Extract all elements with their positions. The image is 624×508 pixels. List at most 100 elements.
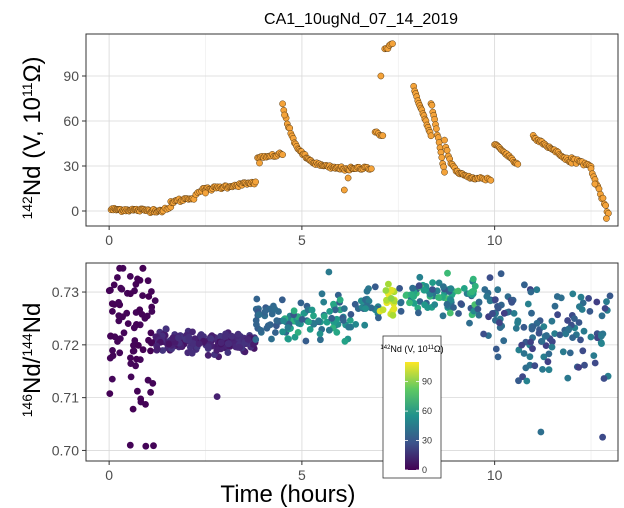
data-point [217,339,225,346]
data-point [169,334,177,341]
data-point [268,335,275,343]
legend-title-sup2: 11 [428,345,435,351]
data-point [544,358,552,366]
data-point [571,315,578,322]
data-point [110,281,118,289]
data-point [367,165,375,173]
data-point [252,178,259,186]
x-tick-label: 0 [105,467,113,483]
data-point [139,264,147,272]
data-point [415,309,422,317]
data-point [189,328,196,336]
data-point [593,298,601,306]
data-point [443,300,451,308]
data-point [528,309,535,317]
x-tick-label: 10 [487,232,503,248]
data-point [124,320,132,327]
data-point [512,324,520,332]
data-point [204,351,212,359]
data-point [207,335,215,343]
data-point [441,136,448,144]
data-point [136,276,144,284]
data-point [508,299,516,306]
data-point [347,311,355,318]
data-point [162,325,170,333]
data-point [213,346,221,354]
data-point [147,329,155,337]
data-point [416,273,424,281]
data-point [323,318,331,326]
data-point [520,350,528,357]
data-point [371,283,379,291]
data-point [126,441,134,449]
data-point [586,308,594,315]
data-point [202,189,209,197]
data-point [580,327,588,335]
data-point [603,215,610,222]
data-point [213,393,221,400]
legend-title-sup: 142 [380,345,391,351]
top-ylabel-sup: 142 [19,196,35,220]
y-tick-label: 60 [63,113,79,129]
data-point [389,311,397,319]
data-point [306,326,314,333]
data-point [310,312,317,320]
y-tick-label: 0.73 [52,284,79,300]
data-point [388,286,395,294]
data-point [540,323,548,330]
data-point [521,281,528,289]
data-point [496,319,503,327]
data-point [145,293,153,300]
data-point [253,295,261,303]
data-point [428,101,436,109]
data-point [524,300,532,308]
data-point [120,329,128,337]
data-point [579,347,587,355]
data-point [576,303,583,310]
data-point [591,359,599,367]
y-tick-label: 0.72 [52,337,79,353]
data-point [228,332,236,340]
legend-title-main: Nd (V, 10 [390,344,427,354]
data-point [390,305,398,313]
data-point [138,311,146,318]
data-point [224,349,232,356]
data-point [382,287,390,294]
data-point [144,277,152,285]
data-point [566,349,574,357]
data-point [497,270,505,278]
data-point [134,387,141,395]
data-point [234,330,242,338]
legend-title-end: Ω) [434,344,444,354]
data-point [514,160,522,168]
data-point [409,284,416,292]
data-point [109,308,116,315]
data-point [600,375,608,382]
data-point [340,186,348,194]
data-point [115,312,123,319]
legend-title: 142Nd (V, 1011Ω) [380,344,443,354]
data-point [346,317,354,324]
data-point [115,317,123,325]
data-point [302,337,310,345]
data-point [328,314,336,322]
data-point [474,305,482,313]
data-point [443,147,451,154]
data-point [480,330,487,338]
data-point [320,313,328,320]
data-point [271,305,279,313]
data-point [535,329,543,337]
data-point [475,311,483,319]
data-point [416,298,424,305]
data-point [551,330,559,337]
data-point [435,294,442,301]
data-point [520,323,528,331]
bottom-points [105,264,614,450]
data-point [494,304,502,312]
data-point [116,264,123,272]
data-point [278,296,286,304]
top-points [107,40,612,222]
top-y-ticks: 0 30 60 90 [63,68,86,219]
data-point [447,285,455,292]
data-point [542,342,550,349]
